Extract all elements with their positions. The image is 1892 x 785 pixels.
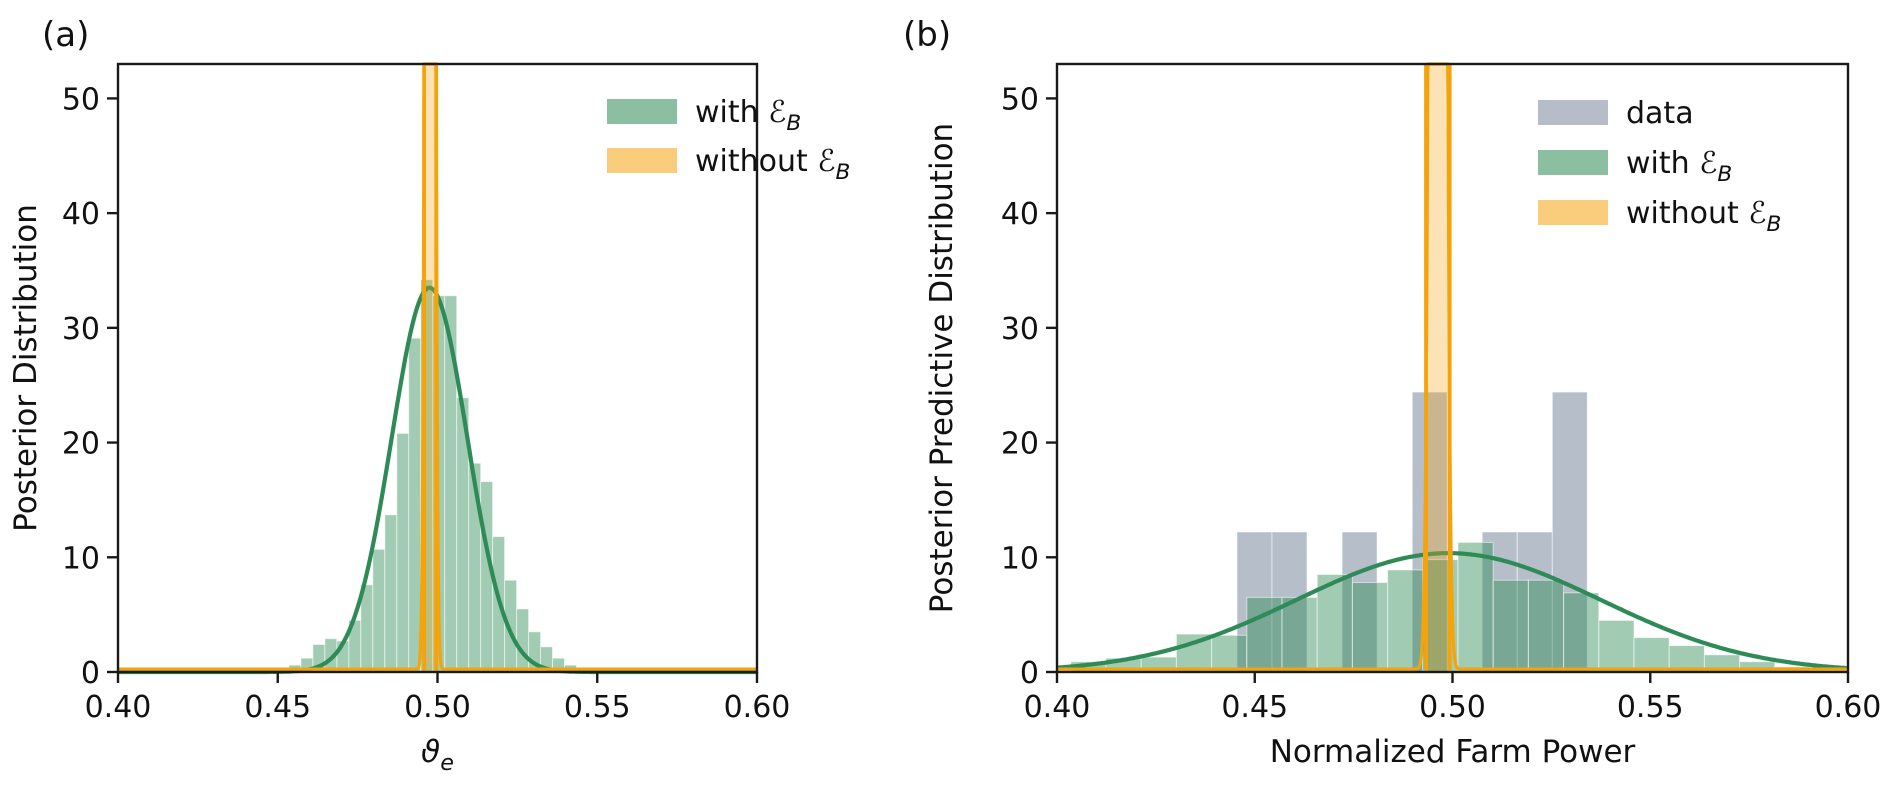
legend-swatch [1538,150,1608,175]
panel-b: 0.40 0.45 0.50 0.55 0.60 0 10 20 30 40 50 Normalize… [903,15,1881,770]
spike-band-without [1426,64,1450,672]
hist-bar [1211,634,1248,673]
hist-bar [1236,531,1273,673]
legend-label: data [1626,96,1694,131]
hist-bar [408,337,422,673]
x-tick-label: 0.55 [1617,690,1684,725]
hist-bar [1633,637,1670,673]
y-tick-label: 20 [62,427,100,462]
y-tick-label: 20 [1001,427,1039,462]
y-tick-label: 10 [1001,541,1039,576]
legend-swatch [1538,100,1608,125]
x-tick-label: 0.60 [724,690,791,725]
hist-bar [1341,531,1378,673]
y-tick-label: 0 [81,656,100,691]
hist-bar [1457,541,1494,673]
panel-tag: (b) [903,15,951,55]
hist-bar [1598,619,1635,673]
y-axis-label: Posterior Predictive Distribution [924,123,960,613]
y-tick-label: 50 [1001,82,1039,117]
hist-bar [1351,582,1389,673]
legend: data with ℰB without ℰB [1538,96,1781,237]
hist-bar [372,548,386,673]
x-tick-label: 0.45 [1221,690,1288,725]
y-tick-label: 10 [62,541,100,576]
legend-label: without ℰB [1626,196,1781,237]
hist-bar [516,608,530,673]
legend-swatch [607,148,677,173]
x-tick-label: 0.40 [1024,690,1091,725]
hist-bar [384,514,398,673]
hist-bar [1492,579,1529,673]
panel-a: 0.40 0.45 0.50 0.55 0.60 0 10 20 30 40 50 ϑe Posteri… [8,15,850,776]
y-tick-label: 50 [62,82,100,117]
x-axis-label: ϑe [421,734,454,776]
with-histogram [288,279,577,673]
hist-bar [1551,391,1588,673]
legend-swatch [1538,200,1608,225]
x-axis-label: Normalized Farm Power [1270,734,1636,770]
y-tick-label: 40 [1001,197,1039,232]
hist-bar [1516,531,1553,673]
legend-label: with ℰB [1626,146,1732,187]
legend-label: without ℰB [695,144,850,185]
spike-band-without [424,64,437,672]
x-tick-label: 0.40 [85,690,152,725]
y-axis-label: Posterior Distribution [8,204,44,532]
data-histogram [1236,391,1588,673]
hist-bar [1563,592,1600,673]
y-tick-label: 30 [62,312,100,347]
y-tick-label: 30 [1001,312,1039,347]
x-tick-label: 0.60 [1815,690,1882,725]
x-tick-label: 0.45 [244,690,311,725]
legend-label: with ℰB [695,95,801,136]
hist-bar [480,481,494,673]
hist-bar [396,432,410,673]
hist-bar [1281,596,1318,673]
x-tick-label: 0.50 [404,690,471,725]
legend-swatch [607,99,677,124]
x-tick-label: 0.55 [564,690,631,725]
hist-bar [1387,569,1424,673]
x-tick-label: 0.50 [1419,690,1486,725]
legend: with ℰB without ℰB [607,95,850,185]
panel-tag: (a) [42,15,89,55]
kde-curve-without [1057,62,1848,671]
y-tick-label: 0 [1020,656,1039,691]
y-tick-label: 40 [62,197,100,232]
with-histogram [1070,541,1811,673]
hist-bar [1527,579,1565,673]
